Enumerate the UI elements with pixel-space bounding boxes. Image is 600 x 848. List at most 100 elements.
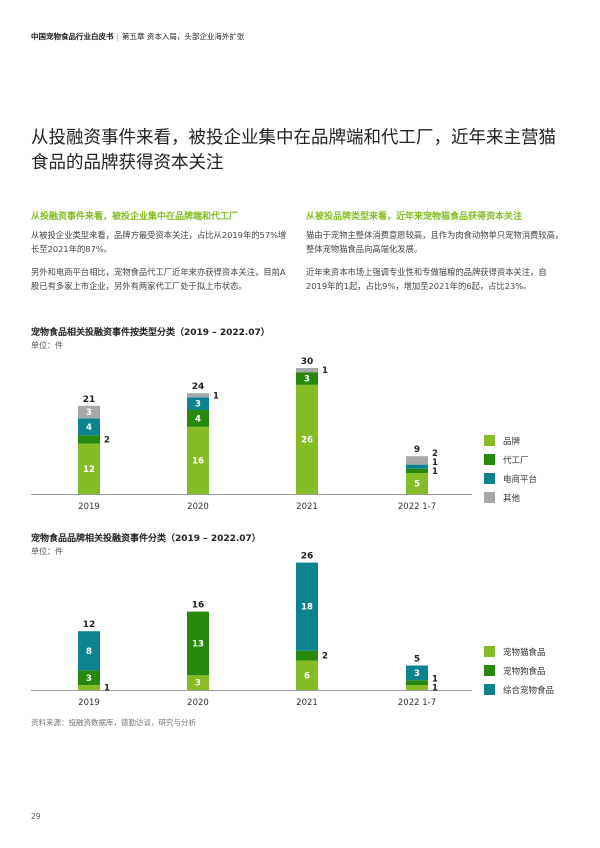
x-tick-label: 2019 (78, 698, 100, 708)
chart2-legend: 宠物猫食品 宠物狗食品 综合宠物食品 (484, 642, 554, 699)
legend-item-dog-food: 宠物狗食品 (484, 661, 554, 680)
left-paragraph-2: 另外和电商平台相比，宠物食品代工厂近年来亦获得资本关注，目前A股已有多家上市企业… (31, 267, 286, 291)
bar-total-label: 26 (301, 552, 314, 562)
legend-swatch (484, 454, 495, 465)
legend-item-general-food: 综合宠物食品 (484, 680, 554, 699)
legend-label: 电商平台 (503, 474, 538, 485)
header-separator: | (116, 32, 120, 41)
bar-total-label: 30 (301, 357, 314, 367)
chart2-title: 宠物食品品牌相关投融资事件分类（2019 – 2022.07） (31, 534, 261, 544)
legend-item-other: 其他 (484, 488, 537, 507)
bar-total-label: 12 (83, 620, 96, 630)
legend-swatch (484, 684, 495, 695)
legend-label: 其他 (503, 493, 521, 504)
x-tick-label: 2021 (296, 698, 318, 708)
chart1-title: 宠物食品相关投融资事件按类型分类（2019 – 2022.07） (31, 328, 270, 338)
bar-value-label: 3 (195, 679, 201, 689)
bar-segment-3 (78, 418, 100, 436)
bar-value-label: 1 (432, 684, 438, 694)
bar-segment-2 (296, 650, 318, 661)
bar-value-label: 1 (322, 366, 328, 376)
bar-segment-4 (78, 405, 100, 419)
bar-value-label: 4 (195, 414, 201, 424)
bar-value-label: 18 (301, 603, 313, 613)
bar-segment-1 (296, 384, 318, 494)
bar-segment-1 (78, 443, 100, 494)
bar-segment-2 (78, 670, 100, 686)
legend-item-ecommerce: 电商平台 (484, 469, 537, 488)
book-title: 中国宠物食品行业白皮书 (31, 32, 114, 41)
bar-value-label: 8 (86, 647, 92, 657)
legend-label: 宠物狗食品 (503, 666, 546, 677)
right-paragraph-1: 猫由于宠物主整体消费意愿较高，且作为肉食动物单只宠物消费较高，整体宠物猫食品向高… (306, 230, 564, 254)
bar-segment-1 (187, 675, 209, 690)
bar-total-label: 24 (192, 382, 205, 392)
legend-swatch (484, 665, 495, 676)
legend-item-brand: 品牌 (484, 431, 537, 450)
bar-segment-4 (187, 393, 209, 398)
bar-total-label: 16 (192, 601, 205, 611)
left-paragraph-1: 从被投企业类型来看，品牌方最受资本关注，占比从2019年的57%增长至2021年… (31, 230, 287, 254)
page-header: 中国宠物食品行业白皮书 | 第五章 资本入局，头部企业海外扩张 (31, 31, 244, 42)
chart1-legend: 品牌 代工厂 电商平台 其他 (484, 431, 537, 507)
bar-value-label: 3 (414, 669, 420, 679)
bar-segment-4 (296, 368, 318, 373)
x-tick-label: 2019 (78, 502, 100, 512)
bar-value-label: 16 (192, 456, 204, 466)
bar-value-label: 3 (86, 674, 92, 684)
bar-segment-2 (406, 680, 428, 686)
bar-segment-3 (406, 665, 428, 681)
right-column: 从被投品牌类型来看，近年来宠物猫食品获得资本关注 猫由于宠物主整体消费意愿较高，… (306, 209, 564, 302)
bar-segment-2 (187, 410, 209, 427)
bar-value-label: 3 (195, 400, 201, 410)
x-tick-label: 2021 (296, 502, 318, 512)
bar-value-label: 1 (432, 675, 438, 685)
bar-value-label: 2 (104, 435, 110, 445)
section-headline: 从投融资事件来看，被投企业集中在品牌端和代工厂，近年来主营猫食品的品牌获得资本关… (31, 128, 556, 173)
bar-segment-3 (78, 631, 100, 671)
bar-segment-2 (296, 372, 318, 385)
bar-segment-1 (78, 685, 100, 690)
bar-segment-2 (406, 468, 428, 473)
x-tick-label: 2022 1-7 (398, 502, 436, 512)
bar-segment-2 (187, 611, 209, 676)
bar-segment-3 (296, 562, 318, 651)
data-source-note: 资料来源：投融资数据库，德勤访谈，研究与分析 (31, 718, 196, 727)
bar-value-label: 6 (304, 671, 310, 681)
legend-item-cat-food: 宠物猫食品 (484, 642, 554, 661)
legend-swatch (484, 492, 495, 503)
legend-swatch (484, 473, 495, 484)
legend-swatch (484, 646, 495, 657)
bar-segment-1 (406, 685, 428, 690)
bar-value-label: 5 (414, 480, 420, 490)
bar-segment-1 (296, 660, 318, 690)
bar-segment-3 (406, 464, 428, 469)
x-tick-label: 2020 (187, 502, 209, 512)
bar-value-label: 13 (192, 639, 204, 649)
bar-value-label: 1 (432, 458, 438, 468)
bar-value-label: 3 (86, 408, 92, 418)
bar-value-label: 12 (83, 465, 95, 475)
legend-label: 宠物猫食品 (503, 647, 546, 658)
bar-value-label: 3 (304, 375, 310, 385)
page-number: 29 (31, 812, 41, 821)
legend-swatch (484, 435, 495, 446)
bar-total-label: 9 (414, 445, 420, 455)
legend-label: 综合宠物食品 (503, 685, 555, 696)
x-tick-label: 2020 (187, 698, 209, 708)
x-tick-label: 2022 1-7 (398, 698, 436, 708)
right-column-heading: 从被投品牌类型来看，近年来宠物猫食品获得资本关注 (306, 212, 523, 222)
right-paragraph-2: 近年来资本市场上强调专业性和专做猫粮的品牌获得资本关注，自2019年的1起，占比… (306, 267, 547, 291)
bar-value-label: 2 (432, 449, 438, 459)
chapter-title: 第五章 资本入局，头部企业海外扩张 (122, 32, 245, 41)
bar-segment-1 (406, 473, 428, 494)
left-column-heading: 从投融资事件来看，被投企业集中在品牌端和代工厂 (31, 212, 239, 222)
bar-value-label: 2 (322, 652, 328, 662)
bar-value-label: 1 (432, 467, 438, 477)
left-column: 从投融资事件来看，被投企业集中在品牌端和代工厂 从被投企业类型来看，品牌方最受资… (31, 209, 289, 302)
bar-value-label: 4 (86, 423, 92, 433)
bar-total-label: 21 (83, 395, 96, 405)
bar-segment-3 (187, 397, 209, 410)
bar-segment-4 (406, 456, 428, 465)
